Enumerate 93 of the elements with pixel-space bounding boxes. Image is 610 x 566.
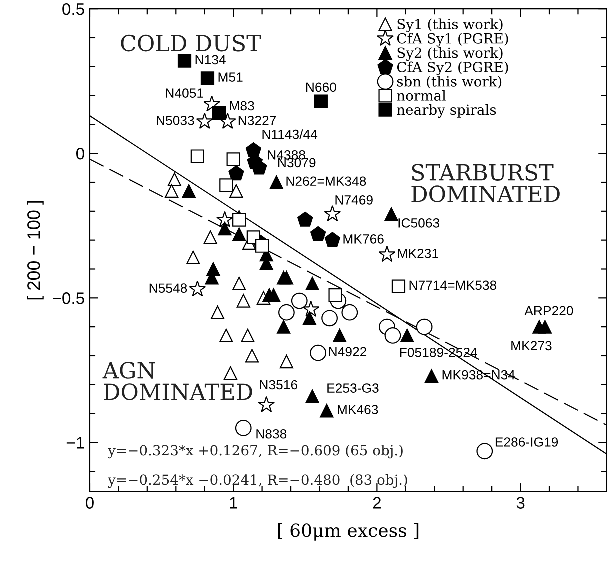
annotation: STARBURST DOMINATED — [412, 164, 560, 202]
point — [538, 320, 552, 334]
x-tick-label: 2 — [373, 497, 381, 509]
annotation: y=−0.254*x −0.0241, R=−0.480 (83 obj.) — [108, 474, 408, 488]
annotation: MK463 — [338, 405, 378, 414]
point — [306, 276, 320, 291]
legend-label: CfA Sy1 (PGRE) — [397, 33, 508, 47]
annotation: N262=MK348 — [286, 176, 366, 186]
point — [342, 304, 358, 321]
point — [266, 288, 281, 302]
annotation: N838 — [256, 429, 287, 439]
point — [400, 328, 414, 343]
annotation: N4388 — [268, 150, 306, 160]
point — [322, 310, 338, 327]
annotation: N5033 — [157, 116, 194, 126]
annotation: ARP220 — [524, 306, 574, 316]
annotation: M83 — [230, 101, 254, 111]
point — [476, 443, 494, 460]
annotation: E286-IG19 — [496, 438, 558, 447]
point — [277, 320, 291, 334]
point — [384, 328, 402, 344]
point — [324, 232, 340, 248]
point — [216, 211, 234, 228]
annotation: N7469 — [336, 196, 373, 205]
legend-label: normal — [397, 90, 446, 101]
annotation: N3516 — [260, 380, 298, 390]
legend-label: sbn (this work) — [397, 76, 502, 89]
point — [333, 328, 347, 343]
legend-label: Sy2 (this work) — [398, 47, 503, 62]
x-axis-title: [ 60μm excess ] — [278, 523, 419, 541]
annotation: N7714=MK538 — [410, 280, 497, 290]
point — [218, 222, 232, 236]
point — [219, 112, 236, 130]
legend-label: CfA Sy2 (PGRE) — [397, 62, 508, 76]
point — [310, 226, 326, 242]
y-tick-label: 0 — [76, 148, 84, 160]
point — [302, 300, 320, 318]
annotation: E253-G3 — [328, 384, 379, 393]
point — [255, 239, 270, 253]
point — [228, 166, 244, 181]
point — [416, 318, 433, 336]
legend-label: Sy1 (this work) — [398, 18, 503, 32]
annotation: N5548 — [150, 284, 188, 294]
annotation: MK273 — [512, 341, 552, 351]
point — [314, 94, 328, 108]
annotation: N1143/44 — [262, 130, 318, 140]
point — [384, 208, 398, 222]
point — [178, 54, 192, 68]
point — [324, 205, 342, 222]
point — [270, 176, 284, 190]
point — [196, 112, 214, 130]
annotation: N3227 — [238, 116, 276, 126]
annotation: MK231 — [398, 248, 438, 258]
point — [232, 228, 246, 242]
point — [189, 280, 206, 297]
y-axis-title: [ 200 − 100 ] — [27, 201, 44, 300]
point — [212, 106, 226, 120]
point — [378, 246, 396, 262]
annotation: N660 — [306, 82, 336, 92]
point — [298, 212, 314, 227]
y-tick-label: −1 — [66, 437, 84, 449]
x-tick-label: 3 — [516, 497, 525, 509]
point — [232, 213, 246, 227]
x-tick-label: 1 — [230, 497, 238, 509]
x-tick-label: 0 — [86, 497, 94, 509]
point — [302, 312, 316, 326]
annotation: N3079 — [278, 158, 316, 168]
y-tick-label: −0.5 — [53, 292, 84, 304]
point — [280, 271, 294, 285]
point — [320, 404, 334, 418]
point — [252, 160, 268, 175]
point — [328, 288, 342, 302]
annotation: N4922 — [329, 347, 367, 357]
annotation: N134 — [196, 55, 226, 65]
point — [310, 344, 326, 362]
y-tick-label: 0.5 — [62, 3, 84, 16]
annotation: AGN DOMINATED — [102, 362, 252, 400]
point — [258, 396, 276, 412]
annotation: y=−0.323*x +0.1267, R=−0.609 (65 obj.) — [108, 444, 403, 459]
annotation: M51 — [218, 72, 243, 82]
point — [246, 142, 262, 158]
point — [278, 304, 295, 321]
annotation: COLD DUST — [121, 34, 262, 52]
annotation: N4051 — [166, 88, 204, 98]
legend-label: nearby spirals — [397, 104, 496, 118]
point — [306, 390, 320, 404]
annotation: IC5063 — [398, 218, 440, 228]
point — [200, 72, 215, 86]
point — [424, 369, 439, 384]
point — [182, 184, 196, 198]
annotation: MK766 — [344, 234, 384, 244]
point — [291, 292, 308, 310]
point — [235, 420, 252, 436]
